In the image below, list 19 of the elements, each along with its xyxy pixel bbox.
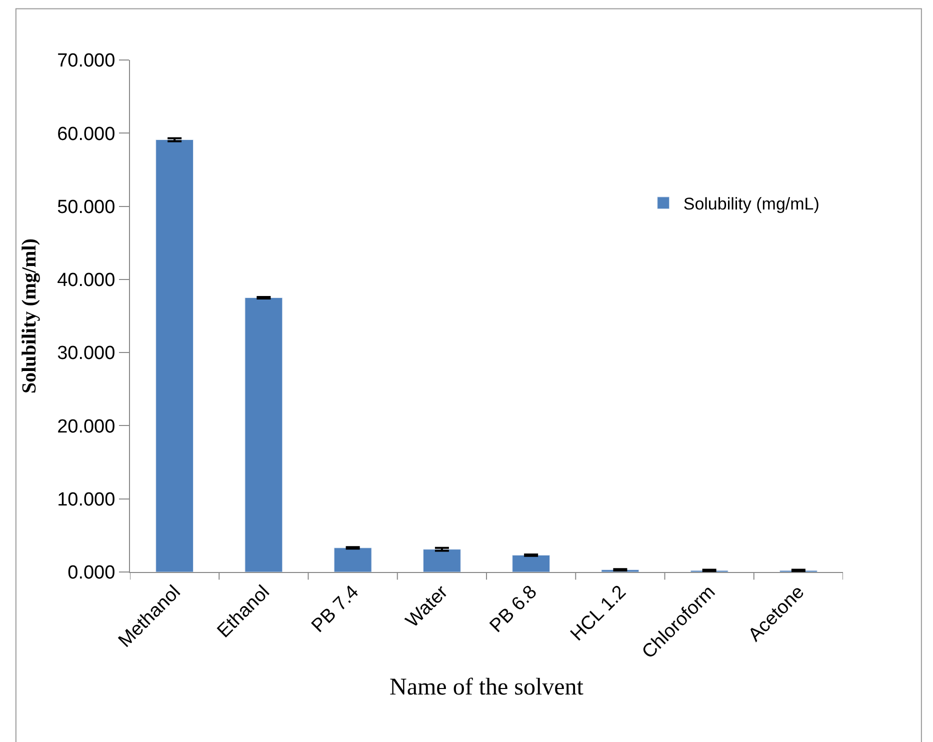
bar xyxy=(334,548,372,572)
y-tick-label: 30.000 xyxy=(57,343,116,364)
y-tick-label: 40.000 xyxy=(57,270,116,292)
y-tick-label: 0.000 xyxy=(68,562,116,584)
y-axis-title: Solubility (mg/ml) xyxy=(18,238,41,394)
x-axis-title: Name of the solvent xyxy=(390,674,584,700)
y-tick-label: 60.000 xyxy=(57,124,116,145)
bar xyxy=(244,297,283,572)
x-tick-label: HCL 1.2 xyxy=(566,582,630,646)
y-tick-label: 50.000 xyxy=(57,196,116,218)
x-tick-label: PB 7.4 xyxy=(308,581,364,637)
bar xyxy=(512,554,550,572)
legend-label: Solubility (mg/mL) xyxy=(683,194,820,214)
y-tick-label: 20.000 xyxy=(57,416,116,438)
x-tick-label: PB 6.8 xyxy=(486,582,542,637)
y-tick-label: 70.000 xyxy=(57,50,116,72)
bar xyxy=(156,139,194,572)
y-tick-label: 10.000 xyxy=(57,490,116,511)
bar xyxy=(422,549,461,572)
